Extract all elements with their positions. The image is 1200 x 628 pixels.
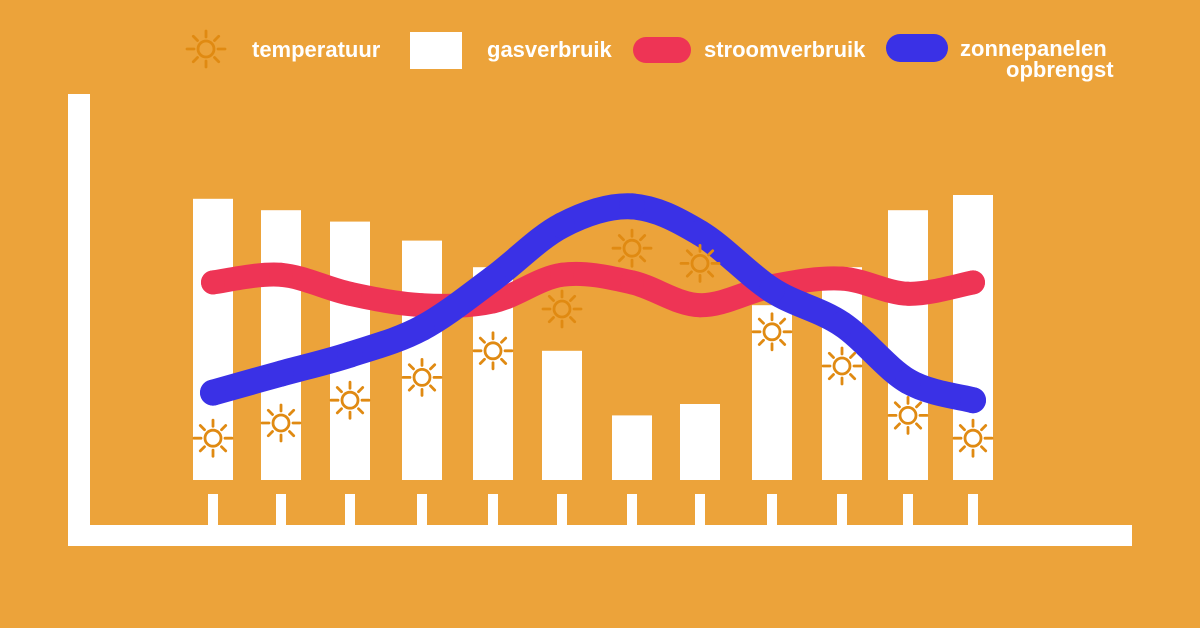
x-tick-3 <box>345 494 355 527</box>
electricity-point-7 <box>620 270 644 295</box>
electricity-point-2 <box>269 262 293 287</box>
x-axis <box>68 525 1132 546</box>
legend-label-solar-line2: opbrengst <box>1006 57 1114 82</box>
y-axis <box>68 94 90 546</box>
solar-point-1 <box>200 379 226 406</box>
legend-label-solar-line1: zonnepanelen <box>960 36 1107 61</box>
legend-item-solar: zonnepanelen opbrengst <box>886 34 1114 82</box>
solar-point-5 <box>480 265 506 292</box>
gas-bar-12 <box>953 195 993 480</box>
electricity-point-6 <box>550 262 574 287</box>
gas-bar-7 <box>612 415 652 480</box>
solar-point-9 <box>759 277 785 303</box>
x-tick-1 <box>208 494 218 527</box>
gas-bar-1 <box>193 198 233 481</box>
legend-label-electricity: stroomverbruik <box>704 37 866 62</box>
electricity-point-11 <box>896 281 920 306</box>
x-tick-9 <box>767 494 777 527</box>
x-axis-ticks <box>208 494 978 527</box>
solar-point-7 <box>619 193 645 220</box>
x-tick-5 <box>488 494 498 527</box>
x-tick-6 <box>557 494 567 527</box>
x-tick-11 <box>903 494 913 527</box>
gas-bar-6 <box>542 350 582 480</box>
x-tick-12 <box>968 494 978 527</box>
electricity-point-12 <box>961 270 985 295</box>
gas-bars <box>193 195 993 481</box>
legend: temperatuur gasverbruik stroomverbruik z… <box>185 29 1114 82</box>
solar-point-6 <box>549 212 575 239</box>
gas-bar-9 <box>752 305 792 480</box>
solar-series <box>200 193 986 414</box>
x-tick-2 <box>276 494 286 527</box>
legend-label-gas: gasverbruik <box>487 37 612 62</box>
solar-point-4 <box>409 315 435 341</box>
x-tick-4 <box>417 494 427 527</box>
gas-bar-11 <box>888 210 928 480</box>
electricity-point-10 <box>830 266 854 291</box>
solar-point-8 <box>687 220 713 246</box>
solar-point-3 <box>337 341 363 368</box>
x-tick-7 <box>627 494 637 527</box>
electricity-series <box>201 261 985 318</box>
legend-label-temperature: temperatuur <box>252 37 381 62</box>
electricity-point-3 <box>338 281 362 306</box>
legend-item-gas: gasverbruik <box>410 32 612 69</box>
gas-bar-8 <box>680 404 720 480</box>
legend-swatch-gas <box>410 32 462 69</box>
solar-point-12 <box>960 387 986 414</box>
solar-point-10 <box>829 311 855 338</box>
electricity-point-8 <box>688 293 712 318</box>
x-tick-8 <box>695 494 705 527</box>
legend-item-temperature: temperatuur <box>185 29 381 69</box>
legend-item-electricity: stroomverbruik <box>633 37 866 63</box>
x-tick-10 <box>837 494 847 527</box>
solar-point-2 <box>268 360 294 387</box>
electricity-point-1 <box>201 270 225 295</box>
solar-point-11 <box>895 368 921 395</box>
